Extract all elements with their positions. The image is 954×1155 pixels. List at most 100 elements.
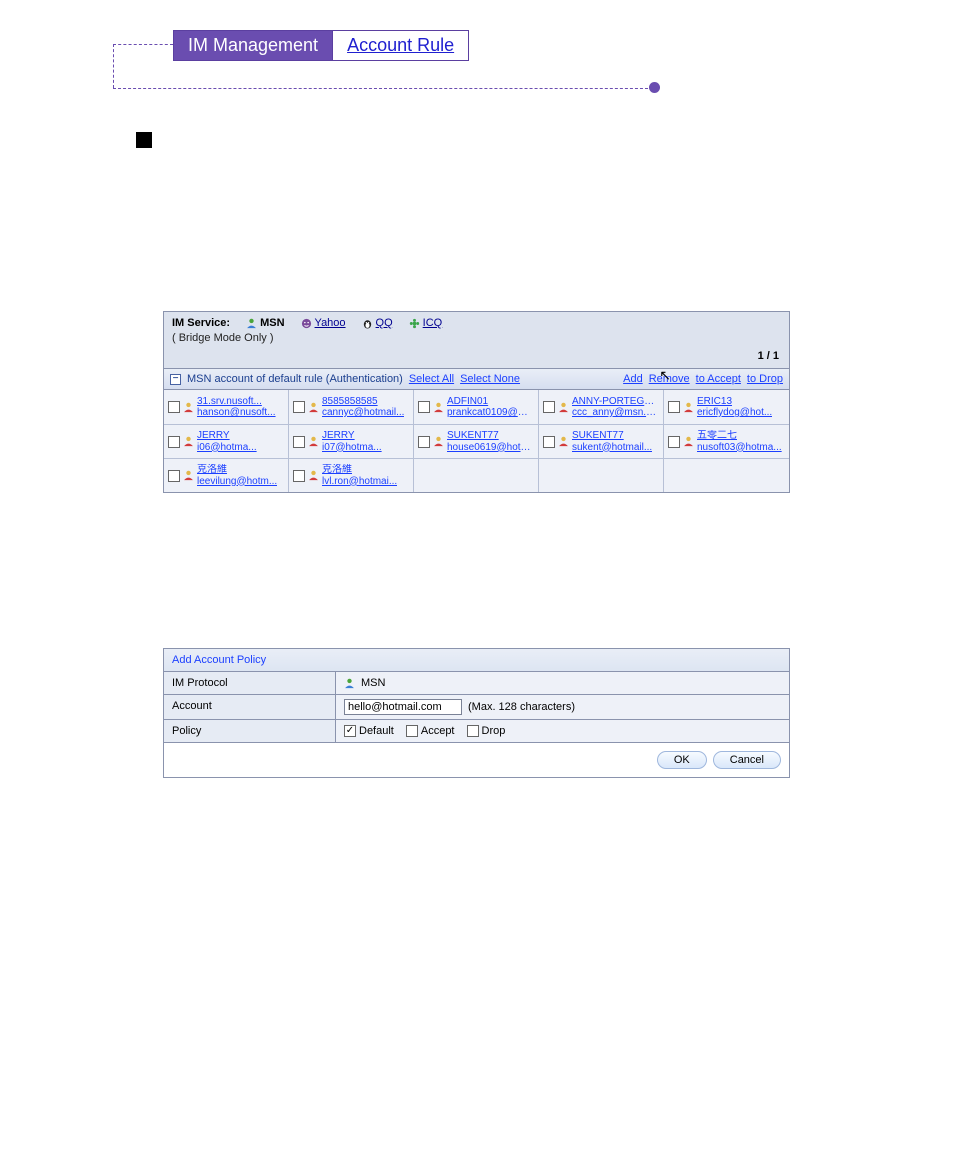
account-cell[interactable]: ERIC13ericflydog@hot... [664, 390, 789, 424]
account-name-link[interactable]: JERRY [197, 430, 257, 442]
add-link[interactable]: Add [623, 373, 643, 385]
account-name-link[interactable]: 31.srv.nusoft... [197, 396, 276, 408]
account-cell[interactable]: 克洛維leevilung@hotm... [164, 458, 289, 492]
checkbox-icon[interactable] [168, 470, 180, 482]
account-input[interactable] [344, 699, 462, 715]
service-icq[interactable]: ICQ [409, 317, 443, 329]
checkbox-label: Drop [482, 725, 506, 737]
account-email-link[interactable]: hanson@nusoft... [197, 407, 276, 419]
account-cell[interactable] [664, 458, 789, 492]
account-name-link[interactable]: ANNY-PORTEGE-3... [572, 396, 659, 408]
account-email-link[interactable]: i06@hotma... [197, 442, 257, 454]
dot-icon [649, 82, 660, 93]
service-yahoo[interactable]: Yahoo [301, 317, 346, 329]
select-none-link[interactable]: Select None [460, 373, 520, 385]
account-name-link[interactable]: ADFIN01 [447, 396, 534, 408]
checkbox-icon[interactable] [418, 436, 430, 448]
remove-link[interactable]: Remove [649, 373, 690, 385]
policy-drop-checkbox[interactable]: Drop [467, 725, 506, 737]
account-cell[interactable]: 克洛維lvl.ron@hotmai... [289, 458, 414, 492]
account-cell[interactable]: JERRYi07@hotma... [289, 424, 414, 458]
msn-icon [246, 318, 257, 329]
person-icon [308, 436, 319, 447]
checkbox-label: Accept [421, 725, 455, 737]
person-icon [558, 402, 569, 413]
checkbox-icon[interactable] [668, 401, 680, 413]
checkbox-icon [406, 725, 418, 737]
checkbox-icon[interactable] [668, 436, 680, 448]
account-cell[interactable]: SUKENT77house0619@hotm... [414, 424, 539, 458]
account-cell[interactable]: 8585858585cannyc@hotmail... [289, 390, 414, 424]
account-name-link[interactable]: 克洛維 [197, 464, 277, 476]
yahoo-icon [301, 318, 312, 329]
account-email-link[interactable]: ccc_anny@msn.c... [572, 407, 659, 419]
account-cell[interactable]: SUKENT77sukent@hotmail... [539, 424, 664, 458]
account-cell[interactable] [539, 458, 664, 492]
section-title: MSN account of default rule (Authenticat… [187, 373, 403, 385]
account-email-link[interactable]: house0619@hotm... [447, 442, 534, 454]
account-cell[interactable]: 五零二七nusoft03@hotma... [664, 424, 789, 458]
account-email-link[interactable]: lvl.ron@hotmai... [322, 476, 397, 488]
checkbox-label: Default [359, 725, 394, 737]
account-cell[interactable]: 31.srv.nusoft...hanson@nusoft... [164, 390, 289, 424]
account-name-link[interactable]: 五零二七 [697, 430, 782, 442]
account-email-link[interactable]: leevilung@hotm... [197, 476, 277, 488]
person-icon [183, 470, 194, 481]
account-email-link[interactable]: prankcat0109@m... [447, 407, 534, 419]
account-email-link[interactable]: ericflydog@hot... [697, 407, 772, 419]
select-all-link[interactable]: Select All [409, 373, 454, 385]
ok-button[interactable]: OK [657, 751, 707, 769]
page-indicator: 1 / 1 [164, 350, 789, 368]
person-icon [433, 436, 444, 447]
checkbox-icon[interactable] [168, 436, 180, 448]
service-label: ICQ [423, 317, 443, 329]
section-header: − MSN account of default rule (Authentic… [164, 368, 789, 390]
checkbox-icon [344, 725, 356, 737]
account-email-link[interactable]: i07@hotma... [322, 442, 382, 454]
account-cell[interactable]: ADFIN01prankcat0109@m... [414, 390, 539, 424]
checkbox-icon [467, 725, 479, 737]
account-name-link[interactable]: JERRY [322, 430, 382, 442]
collapse-toggle[interactable]: − [170, 374, 181, 385]
to-drop-link[interactable]: to Drop [747, 373, 783, 385]
person-icon [308, 402, 319, 413]
checkbox-icon[interactable] [543, 401, 555, 413]
account-name-link[interactable]: 克洛維 [322, 464, 397, 476]
checkbox-icon[interactable] [293, 436, 305, 448]
cancel-button[interactable]: Cancel [713, 751, 781, 769]
tab-im-management[interactable]: IM Management [173, 30, 333, 61]
form-title: Add Account Policy [164, 649, 789, 672]
checkbox-icon[interactable] [543, 436, 555, 448]
account-cell[interactable] [414, 458, 539, 492]
tab-account-rule[interactable]: Account Rule [333, 30, 469, 61]
policy-default-checkbox[interactable]: Default [344, 725, 394, 737]
service-label: MSN [260, 317, 284, 329]
account-email-link[interactable]: cannyc@hotmail... [322, 407, 404, 419]
policy-label: Policy [164, 720, 336, 742]
protocol-label: IM Protocol [164, 672, 336, 694]
account-name-link[interactable]: SUKENT77 [447, 430, 534, 442]
im-account-panel: IM Service: MSN Yahoo QQ ICQ ( Bridge Mo… [163, 311, 790, 493]
to-accept-link[interactable]: to Accept [696, 373, 741, 385]
add-account-policy-panel: Add Account Policy IM Protocol MSN Accou… [163, 648, 790, 778]
service-label: Yahoo [315, 317, 346, 329]
account-cell[interactable]: JERRYi06@hotma... [164, 424, 289, 458]
im-service-label: IM Service: [172, 317, 230, 329]
checkbox-icon[interactable] [293, 470, 305, 482]
account-email-link[interactable]: nusoft03@hotma... [697, 442, 782, 454]
account-name-link[interactable]: SUKENT77 [572, 430, 652, 442]
account-name-link[interactable]: 8585858585 [322, 396, 404, 408]
account-email-link[interactable]: sukent@hotmail... [572, 442, 652, 454]
qq-icon [362, 318, 373, 329]
checkbox-icon[interactable] [168, 401, 180, 413]
account-hint: (Max. 128 characters) [468, 701, 575, 713]
service-qq[interactable]: QQ [362, 317, 393, 329]
service-msn[interactable]: MSN [246, 317, 284, 329]
checkbox-icon[interactable] [293, 401, 305, 413]
policy-accept-checkbox[interactable]: Accept [406, 725, 455, 737]
service-label: QQ [376, 317, 393, 329]
checkbox-icon[interactable] [418, 401, 430, 413]
person-icon [183, 436, 194, 447]
account-name-link[interactable]: ERIC13 [697, 396, 772, 408]
account-cell[interactable]: ANNY-PORTEGE-3...ccc_anny@msn.c... [539, 390, 664, 424]
